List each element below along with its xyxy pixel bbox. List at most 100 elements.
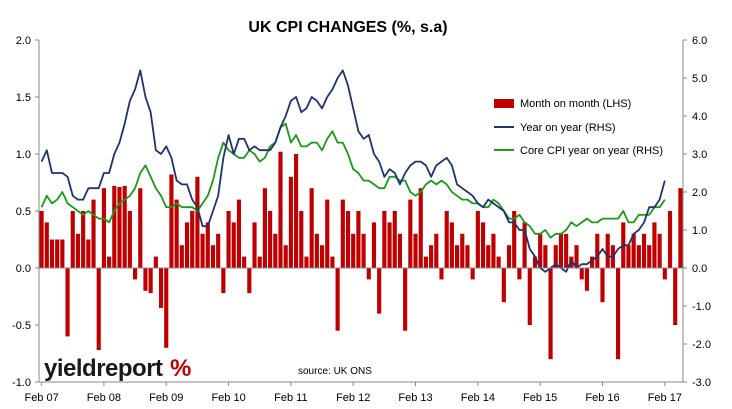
mom-bar xyxy=(169,174,174,268)
mom-bar xyxy=(543,245,548,268)
x-tick-label: Feb 07 xyxy=(24,392,58,404)
mom-bar xyxy=(564,233,569,268)
right-tick-label: 5.0 xyxy=(692,73,707,85)
core-cpi-line xyxy=(40,122,666,239)
x-tick-label: Feb 17 xyxy=(648,392,682,404)
mom-bar xyxy=(408,199,413,268)
mom-bar xyxy=(143,268,148,291)
mom-bar xyxy=(273,233,278,268)
mom-bar xyxy=(480,222,486,268)
mom-bar xyxy=(60,239,65,268)
mom-bar xyxy=(148,268,153,294)
mom-bar xyxy=(55,239,60,268)
mom-bar xyxy=(496,256,501,268)
mom-bar xyxy=(605,233,610,268)
mom-bar xyxy=(96,268,101,351)
x-tick-label: Feb 15 xyxy=(523,392,557,404)
mom-bar xyxy=(403,268,408,331)
mom-bar xyxy=(304,256,309,268)
mom-bar xyxy=(351,233,356,268)
mom-bar xyxy=(501,268,506,303)
mom-bar xyxy=(299,211,304,268)
mom-bar xyxy=(65,268,70,337)
legend: Month on month (LHS) Year on year (RHS) … xyxy=(494,98,663,157)
mom-bar xyxy=(678,188,683,268)
mom-bar xyxy=(325,199,330,268)
mom-bar xyxy=(117,187,122,268)
mom-bar xyxy=(392,211,397,268)
mom-bar xyxy=(138,188,143,268)
mom-bar xyxy=(465,245,470,268)
mom-bar xyxy=(122,185,127,268)
left-tick-label: -0.5 xyxy=(12,320,31,332)
left-tick-label: 2.0 xyxy=(16,35,31,47)
mom-bar xyxy=(553,245,558,268)
mom-bar xyxy=(86,239,91,268)
legend-label-core: Core CPI year on year (RHS) xyxy=(520,145,663,157)
mom-bar xyxy=(49,239,55,268)
mom-bar xyxy=(44,222,49,268)
x-tick-label: Feb 12 xyxy=(336,392,370,404)
mom-bar xyxy=(429,245,434,268)
mom-bar xyxy=(423,256,428,268)
mom-bar xyxy=(512,211,517,268)
x-tick-label: Feb 14 xyxy=(461,392,495,404)
mom-bar xyxy=(174,199,179,268)
mom-bar xyxy=(127,211,132,268)
mom-bar xyxy=(371,222,377,268)
mom-bar xyxy=(548,268,553,360)
mom-bar xyxy=(538,233,543,268)
mom-bar xyxy=(579,268,584,280)
left-tick-label: 0.0 xyxy=(16,263,31,275)
mom-bar xyxy=(455,245,460,268)
mom-bar xyxy=(133,268,138,280)
mom-bar xyxy=(590,256,595,268)
mom-bar xyxy=(288,176,293,268)
right-tick-label: 2.0 xyxy=(692,187,707,199)
mom-bar xyxy=(247,268,252,294)
mom-bar xyxy=(361,233,366,268)
mom-bar xyxy=(522,222,527,268)
mom-bar xyxy=(444,211,449,268)
x-tick-label: Feb 09 xyxy=(149,392,183,404)
yieldreport-logo: yieldreport % xyxy=(44,355,191,382)
mom-bar xyxy=(330,256,335,268)
right-tick-label: 4.0 xyxy=(692,111,707,123)
mom-bar xyxy=(434,233,439,268)
mom-bar xyxy=(205,222,210,268)
right-tick-labels: 6.0 5.0 4.0 3.0 2.0 1.0 0.0 -1.0 -2.0 -3.0 xyxy=(683,35,711,389)
right-tick-label: 1.0 xyxy=(692,225,707,237)
mom-bar xyxy=(673,268,678,325)
mom-bar xyxy=(278,151,283,268)
mom-bar xyxy=(345,211,351,268)
mom-bar xyxy=(600,268,605,303)
mom-bar xyxy=(356,211,361,268)
mom-bar xyxy=(631,233,636,268)
mom-bar xyxy=(81,211,86,268)
mom-bar xyxy=(262,188,267,268)
mom-bar xyxy=(377,268,382,314)
mom-bar xyxy=(112,185,117,268)
logo-text: yieldreport xyxy=(44,355,163,382)
mom-bar xyxy=(340,199,345,268)
mom-bar xyxy=(164,268,169,348)
mom-bar xyxy=(491,233,496,268)
legend-label-yoy: Year on year (RHS) xyxy=(520,122,616,134)
mom-bar xyxy=(558,233,564,268)
mom-bar xyxy=(449,222,454,268)
mom-bar xyxy=(91,199,96,268)
mom-bar xyxy=(506,245,512,268)
left-tick-labels: 2.0 1.5 1.0 0.5 0.0 -0.5 -1.0 xyxy=(12,35,39,389)
right-tick-label: -3.0 xyxy=(692,377,711,389)
mom-bar xyxy=(153,256,158,268)
mom-bar xyxy=(667,211,673,268)
mom-bar xyxy=(366,268,371,280)
logo-percent: % xyxy=(170,355,191,382)
mom-bar xyxy=(101,188,106,268)
mom-bar xyxy=(652,222,657,268)
mom-bar xyxy=(382,211,387,268)
mom-bar xyxy=(657,233,662,268)
mom-bar xyxy=(70,211,75,268)
mom-bar xyxy=(470,268,475,280)
